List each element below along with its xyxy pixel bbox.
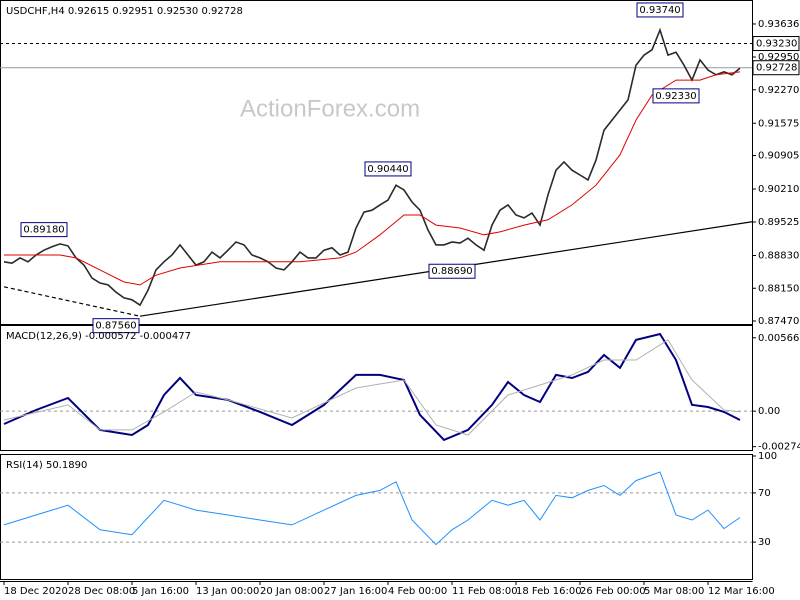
y-tick-label: 0.92270: [758, 85, 799, 96]
x-tick-label: 27 Jan 16:00: [324, 586, 387, 597]
annotation-box: [636, 2, 684, 18]
series-line: [3, 471, 741, 546]
series-line: [3, 332, 741, 442]
y-tick-label: 0.00: [758, 406, 780, 417]
y-tick-label: 0.91575: [758, 118, 799, 129]
series-line: [4, 71, 741, 286]
y-tick-label: 0.92950: [758, 52, 799, 63]
annotation-box: [20, 222, 68, 238]
y-tick-label: -0.002741: [758, 442, 800, 453]
panel-title: USDCHF,H4 0.92615 0.92951 0.92530 0.9272…: [6, 6, 243, 17]
x-tick-label: 4 Feb 00:00: [388, 586, 447, 597]
y-tick-label: 0.90905: [758, 151, 799, 162]
panel-title: MACD(12,26,9) -0.000572 -0.000477: [6, 331, 191, 342]
y-tick-label: 0.89525: [758, 217, 799, 228]
price-level-label: 0.93230: [756, 39, 797, 50]
annotation-label: 0.88690: [431, 266, 472, 277]
price-level-label: 0.92728: [756, 63, 797, 74]
annotation-label: 0.92330: [655, 91, 696, 102]
x-tick-label: 18 Feb 16:00: [516, 586, 582, 597]
y-tick-label: 0.88830: [758, 250, 799, 261]
annotation-box: [652, 88, 700, 104]
y-tick-label: 70: [758, 488, 771, 499]
x-tick-label: 26 Feb 00:00: [580, 586, 646, 597]
trendline: [3, 286, 141, 317]
x-tick-label: 11 Feb 08:00: [452, 586, 518, 597]
price-level-box: [752, 60, 800, 76]
x-tick-label: 28 Dec 08:00: [68, 586, 135, 597]
annotation-box: [428, 263, 476, 279]
y-tick-label: 100: [758, 451, 777, 462]
y-tick-label: 0.88150: [758, 283, 799, 294]
y-tick-label: 0.87470: [758, 316, 799, 327]
annotation-box: [92, 318, 140, 334]
panel-frame: [0, 0, 753, 325]
x-tick-label: 5 Mar 08:00: [644, 586, 704, 597]
panel-frame: [0, 454, 753, 580]
series-line: [3, 27, 741, 307]
x-tick-label: 18 Dec 2020: [4, 586, 68, 597]
annotation-label: 0.93740: [639, 5, 680, 16]
annotation-label: 0.90440: [367, 164, 408, 175]
x-tick-label: 12 Mar 16:00: [708, 586, 775, 597]
annotation-box: [364, 161, 412, 177]
x-tick-label: 5 Jan 16:00: [132, 586, 189, 597]
price-level-box: [752, 36, 800, 52]
x-tick-label: 13 Jan 00:00: [196, 586, 259, 597]
y-tick-label: 0.93636: [758, 19, 799, 30]
annotation-label: 0.89180: [23, 225, 64, 236]
panel-title: RSI(14) 50.1890: [6, 460, 87, 471]
panel-frame: [0, 325, 753, 451]
y-tick-label: 0.005666: [758, 333, 800, 344]
y-tick-label: 30: [758, 537, 771, 548]
series-line: [3, 339, 741, 436]
watermark: ActionForex.com: [240, 95, 420, 122]
annotation-label: 0.87560: [95, 321, 136, 332]
x-tick-label: 20 Jan 08:00: [260, 586, 323, 597]
y-tick-label: 0.90210: [758, 184, 799, 195]
